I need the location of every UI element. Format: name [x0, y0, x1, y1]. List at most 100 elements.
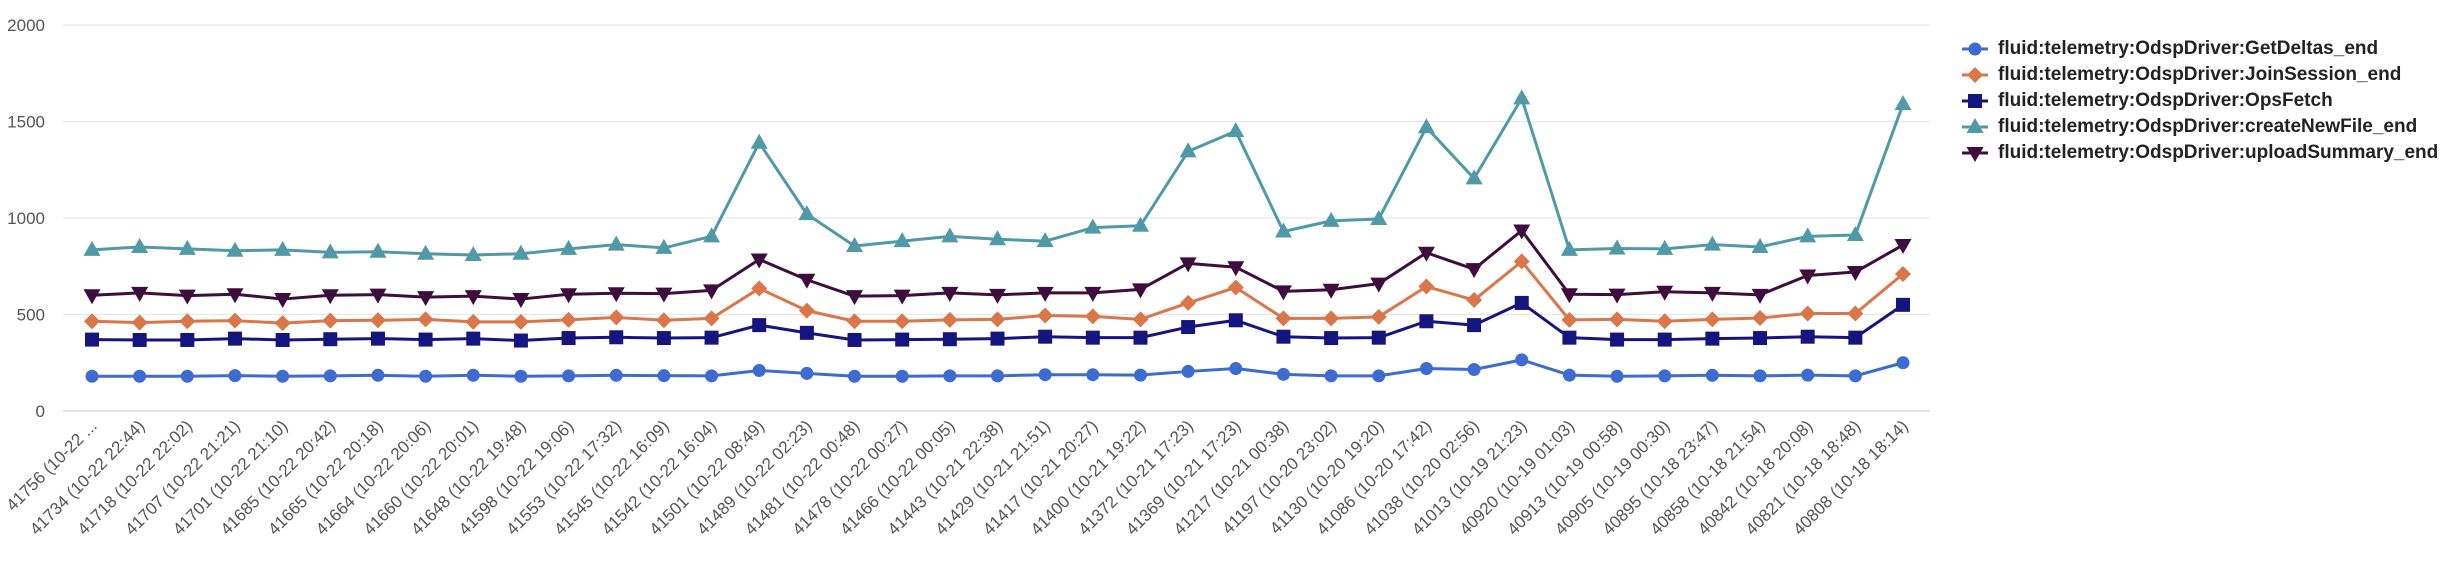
data-point	[750, 253, 768, 269]
data-point	[369, 242, 387, 258]
data-point	[132, 332, 147, 347]
data-point	[560, 311, 577, 328]
data-point	[703, 227, 721, 243]
data-point	[1513, 253, 1530, 270]
legend-label: fluid:telemetry:OdspDriver:JoinSession_e…	[1998, 64, 2402, 85]
data-point	[85, 369, 99, 383]
data-point	[1227, 122, 1245, 138]
data-point	[1752, 309, 1769, 326]
data-point	[655, 238, 673, 254]
data-point	[1658, 369, 1672, 383]
data-point	[893, 232, 911, 248]
data-point	[465, 313, 482, 330]
data-point	[704, 330, 719, 345]
data-point	[1418, 278, 1435, 295]
data-point	[752, 363, 766, 377]
data-point	[798, 302, 815, 319]
data-point	[1324, 331, 1339, 346]
data-point	[1705, 368, 1719, 382]
y-axis-tick-labels: 0 500 1000 1500 2000	[7, 16, 45, 421]
data-point	[1131, 283, 1149, 299]
data-point	[1513, 224, 1531, 240]
data-point	[1227, 261, 1245, 277]
data-point	[226, 312, 243, 329]
data-point	[1370, 308, 1387, 325]
data-point	[131, 237, 149, 253]
data-point	[1703, 235, 1721, 251]
data-point	[1704, 311, 1721, 328]
data-point	[1322, 283, 1340, 299]
data-point	[1562, 330, 1577, 345]
data-point	[895, 369, 909, 383]
data-point	[1179, 142, 1197, 158]
legend-item[interactable]: fluid:telemetry:OdspDriver:JoinSession_e…	[1962, 62, 2438, 88]
data-point	[656, 331, 671, 346]
data-point	[1133, 368, 1147, 382]
data-point	[323, 332, 338, 347]
data-point	[608, 309, 625, 326]
data-point	[847, 332, 862, 347]
data-point	[1323, 310, 1340, 327]
series-0	[85, 353, 1910, 383]
data-point	[751, 280, 768, 297]
data-point	[798, 205, 816, 221]
data-point	[1417, 246, 1435, 262]
legend-item[interactable]: fluid:telemetry:OdspDriver:createNewFile…	[1962, 114, 2438, 140]
legend-item[interactable]: fluid:telemetry:OdspDriver:GetDeltas_end	[1962, 36, 2438, 62]
data-point	[607, 287, 625, 303]
data-point	[1465, 169, 1483, 185]
data-point	[895, 332, 910, 347]
series-4	[83, 224, 1912, 309]
data-point	[131, 314, 148, 331]
data-point	[1180, 294, 1197, 311]
data-point	[1799, 305, 1816, 322]
data-point	[1799, 227, 1817, 243]
data-point	[84, 313, 100, 330]
data-point	[1227, 279, 1244, 296]
data-point	[464, 246, 482, 262]
data-point	[1515, 353, 1529, 367]
data-point	[1608, 288, 1626, 304]
data-point	[322, 312, 339, 329]
legend-marker	[1962, 42, 1988, 56]
data-point	[989, 230, 1006, 246]
data-point	[1799, 269, 1817, 285]
data-point	[417, 311, 434, 328]
data-point	[1274, 285, 1292, 301]
data-point	[1228, 313, 1243, 328]
data-point	[1753, 331, 1768, 346]
data-point	[1084, 308, 1101, 325]
data-point	[1753, 369, 1767, 383]
data-point	[941, 311, 958, 328]
legend-label: fluid:telemetry:OdspDriver:createNewFile…	[1998, 116, 2418, 137]
data-point	[1467, 363, 1481, 377]
legend-marker	[1962, 94, 1988, 108]
data-point	[942, 332, 957, 347]
data-point	[657, 369, 671, 383]
data-point	[1705, 331, 1720, 346]
data-point	[417, 244, 435, 260]
data-point	[1181, 364, 1195, 378]
data-point	[1419, 314, 1434, 329]
data-point	[417, 291, 435, 307]
y-tick-label: 500	[17, 306, 45, 325]
data-point	[276, 369, 290, 383]
data-point	[655, 287, 673, 303]
legend-marker	[1962, 67, 1988, 83]
legend-marker-shape	[1966, 147, 1984, 162]
data-point	[1656, 313, 1673, 330]
data-point	[1322, 211, 1340, 227]
legend-item[interactable]: fluid:telemetry:OdspDriver:uploadSummary…	[1962, 140, 2438, 166]
data-point	[1751, 288, 1769, 304]
data-point	[83, 240, 101, 256]
data-point	[943, 369, 957, 383]
data-point	[1751, 237, 1769, 253]
data-point	[323, 369, 337, 383]
data-point	[1229, 362, 1243, 376]
legend-marker-shape	[1967, 67, 1983, 83]
data-point	[990, 331, 1005, 346]
data-point	[1560, 288, 1578, 304]
data-point	[562, 369, 576, 383]
legend-item[interactable]: fluid:telemetry:OdspDriver:OpsFetch	[1962, 88, 2438, 114]
data-point	[464, 290, 482, 306]
